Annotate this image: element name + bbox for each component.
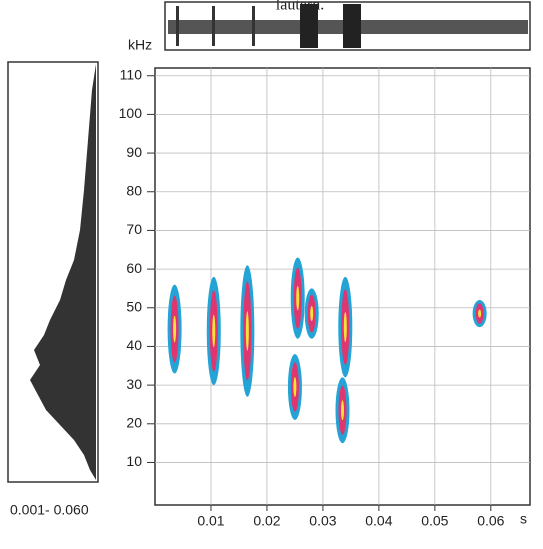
call-peak xyxy=(296,285,300,311)
x-tick-label: 0.03 xyxy=(309,513,336,529)
waveform-burst xyxy=(300,4,318,48)
x-tick-label: 0.01 xyxy=(197,513,224,529)
amplitude-panel xyxy=(7,61,99,483)
waveform-burst xyxy=(343,4,361,48)
y-tick-label: 20 xyxy=(126,414,142,430)
waveform-burst xyxy=(252,6,255,46)
call-peak xyxy=(310,306,314,322)
call-peak xyxy=(245,311,249,351)
x-tick-label: 0.02 xyxy=(253,513,280,529)
y-tick-label: 30 xyxy=(126,376,142,392)
waveform-burst xyxy=(212,6,215,46)
waveform-frame xyxy=(164,1,531,51)
y-tick-label: 90 xyxy=(126,144,142,160)
y-axis-label: kHz xyxy=(128,37,152,53)
side-panel-label: 0.001- 0.060 xyxy=(10,502,89,518)
x-tick-label: 0.06 xyxy=(477,513,504,529)
y-tick-label: 60 xyxy=(126,260,142,276)
y-tick-label: 10 xyxy=(126,453,142,469)
call-peak xyxy=(341,400,344,421)
call-peak xyxy=(212,314,216,348)
y-tick-label: 70 xyxy=(126,221,142,237)
y-tick-label: 40 xyxy=(126,337,142,353)
y-tick-label: 100 xyxy=(119,105,143,121)
waveform-burst xyxy=(176,6,179,46)
call-peak xyxy=(173,315,177,343)
y-tick-label: 50 xyxy=(126,298,142,314)
y-tick-label: 110 xyxy=(120,66,143,82)
y-tick-label: 80 xyxy=(126,182,142,198)
call-peak xyxy=(293,377,297,397)
x-axis-label: s xyxy=(520,511,527,527)
plot-frame xyxy=(154,67,531,506)
amplitude-frame xyxy=(7,61,99,483)
waveform-panel xyxy=(164,1,531,51)
amplitude-profile xyxy=(30,64,96,480)
x-tick-label: 0.05 xyxy=(421,513,448,529)
x-tick-label: 0.04 xyxy=(365,513,392,529)
call-peak xyxy=(478,309,482,318)
call-peak xyxy=(343,312,347,343)
